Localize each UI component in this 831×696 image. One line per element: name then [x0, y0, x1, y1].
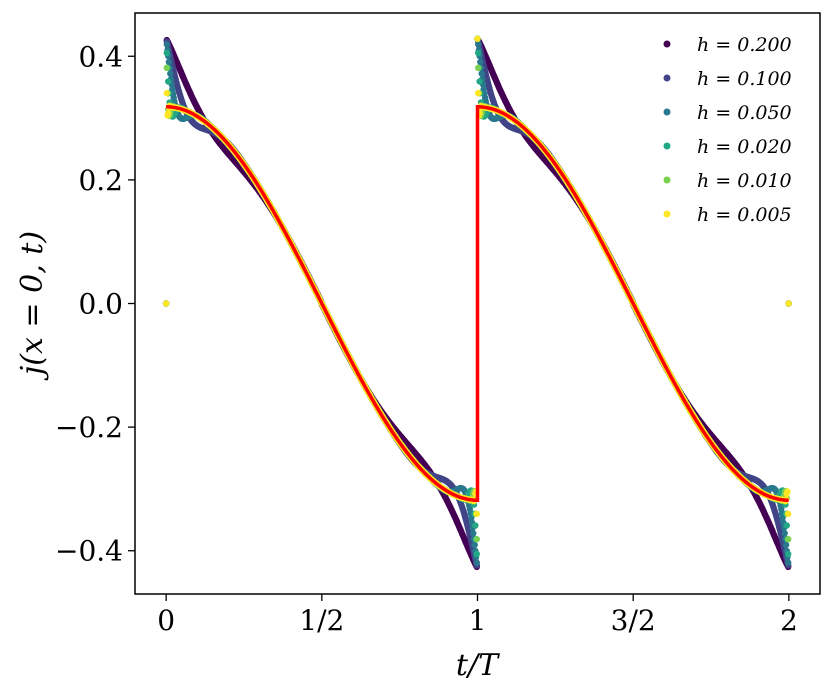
data-point	[783, 522, 790, 529]
plot-area	[162, 35, 792, 571]
data-point	[475, 89, 482, 97]
data-point	[473, 510, 480, 518]
data-point	[477, 58, 484, 66]
data-point	[478, 70, 485, 77]
data-point	[785, 559, 792, 566]
data-point	[163, 89, 170, 97]
data-point	[165, 110, 172, 117]
data-point	[785, 536, 792, 543]
data-point	[473, 550, 480, 558]
data-point	[165, 78, 172, 85]
data-point	[163, 49, 170, 57]
data-point	[475, 49, 482, 57]
data-point	[475, 41, 482, 48]
data-point	[167, 70, 174, 77]
data-point	[162, 300, 170, 307]
data-point	[163, 41, 170, 48]
data-point	[472, 522, 479, 529]
data-point	[781, 530, 788, 537]
data-point	[476, 78, 483, 85]
data-point	[471, 541, 478, 549]
data-point	[473, 559, 480, 566]
data-point	[474, 35, 481, 42]
data-point	[473, 536, 480, 543]
data-point	[165, 58, 173, 66]
data-point	[785, 550, 792, 558]
data-point	[782, 541, 790, 549]
data-point	[163, 64, 170, 72]
data-point	[470, 530, 477, 537]
data-point	[475, 64, 482, 72]
